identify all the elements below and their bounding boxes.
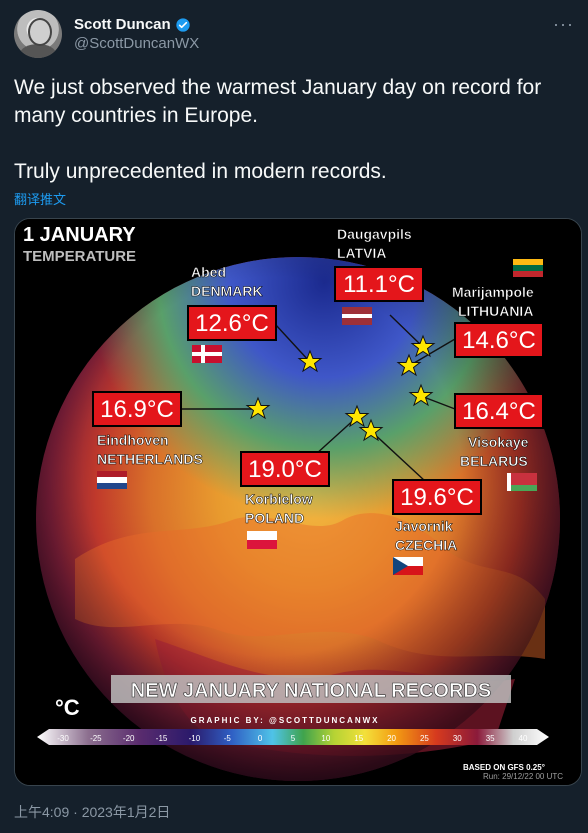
record-belarus-city: Visokaye [468, 434, 529, 450]
star-lithuania [396, 353, 422, 377]
graphic-credit: GRAPHIC BY: @SCOTTDUNCANWX [191, 716, 380, 725]
record-lithuania-box [454, 322, 544, 358]
flag-latvia [342, 307, 372, 325]
scale-tick-label: 40 [519, 734, 528, 743]
flag-belarus [507, 473, 537, 491]
record-netherlands: 16.9°C Eindhoven NETHERLANDS [92, 391, 203, 489]
star-czechia [358, 418, 384, 442]
scale-tick-label: 5 [291, 734, 296, 743]
record-belarus-box [454, 393, 544, 429]
record-czechia-city: Javornik [395, 518, 453, 534]
record-poland-city: Korbielow [245, 491, 313, 507]
star-belarus [408, 383, 434, 407]
record-denmark-country: DENMARK [191, 283, 263, 299]
record-latvia-country: LATVIA [337, 245, 387, 261]
record-denmark-value: 12.6°C [195, 310, 269, 337]
record-latvia-city: Daugavpils [337, 226, 412, 242]
temperature-map: 1 JANUARY TEMPERATURE Abed DENMARK [15, 219, 581, 785]
avatar-shirt [20, 44, 56, 58]
more-options-icon[interactable]: ··· [553, 14, 574, 34]
record-netherlands-value: 16.9°C [100, 396, 174, 423]
scale-tick-label: -5 [224, 734, 232, 743]
leader-lines [180, 314, 456, 482]
record-belarus-country: BELARUS [460, 453, 528, 469]
map-title: 1 JANUARY [23, 224, 136, 246]
scale-tick-label: -25 [90, 734, 102, 743]
record-belarus-value: 16.4°C [462, 398, 536, 425]
star-poland [344, 404, 370, 428]
flag-poland [247, 531, 277, 549]
tweet-text-line1: We just observed the warmest January day… [14, 76, 542, 127]
scale-tick-label: 0 [258, 734, 263, 743]
record-lithuania-value: 14.6°C [462, 327, 536, 354]
record-netherlands-box [92, 391, 182, 427]
scale-tick-label: 15 [354, 734, 363, 743]
records-banner-bg [111, 675, 511, 703]
tweet-media-image[interactable]: 1 JANUARY TEMPERATURE Abed DENMARK [14, 218, 582, 786]
record-latvia-value: 11.1°C [343, 271, 415, 298]
globe-shading [36, 257, 560, 781]
record-czechia: 19.6°C Javornik CZECHIA [392, 479, 482, 575]
scale-tick-label: -15 [156, 734, 168, 743]
record-czechia-box [392, 479, 482, 515]
scale-tick-label: 20 [387, 734, 396, 743]
avatar-face [28, 18, 52, 46]
author-names: Scott Duncan @ScottDuncanWX [74, 16, 199, 52]
flag-netherlands [97, 471, 127, 489]
record-latvia: Daugavpils LATVIA 11.1°C [334, 226, 424, 325]
display-name[interactable]: Scott Duncan [74, 16, 171, 33]
records-banner: NEW JANUARY NATIONAL RECORDS [131, 680, 491, 702]
scale-tick-label: 30 [453, 734, 462, 743]
record-lithuania-city: Marijampole [452, 284, 534, 300]
record-stars [245, 334, 436, 442]
tweet-text: We just observed the warmest January day… [14, 74, 574, 186]
record-netherlands-city: Eindhoven [97, 432, 169, 448]
record-poland-box [240, 451, 330, 487]
record-poland-country: POLAND [245, 510, 304, 526]
scale-tick-label: -30 [57, 734, 69, 743]
display-name-row[interactable]: Scott Duncan [74, 16, 199, 33]
tweet-header: Scott Duncan @ScottDuncanWX [14, 10, 199, 58]
scale-tick-label: 35 [486, 734, 495, 743]
flag-denmark [192, 345, 222, 363]
record-czechia-country: CZECHIA [395, 537, 457, 553]
record-netherlands-country: NETHERLANDS [97, 451, 203, 467]
tweet-text-line2: Truly unprecedented in modern records. [14, 160, 387, 183]
record-denmark-city: Abed [191, 264, 226, 280]
scale-tick-label: 10 [321, 734, 330, 743]
record-belarus: 16.4°C Visokaye BELARUS [454, 393, 544, 491]
user-handle[interactable]: @ScottDuncanWX [74, 35, 200, 52]
flag-lithuania [513, 259, 543, 277]
record-lithuania-country: LITHUANIA [458, 303, 533, 319]
verified-badge-icon [176, 17, 190, 32]
scale-tick-label: 25 [420, 734, 429, 743]
record-poland-value: 19.0°C [248, 456, 322, 483]
translate-tweet-link[interactable]: 翻译推文 [14, 192, 67, 207]
scale-tick-label: -10 [189, 734, 201, 743]
star-latvia [410, 334, 436, 358]
record-lithuania: Marijampole LITHUANIA 14.6°C [452, 259, 544, 358]
star-denmark [297, 349, 323, 373]
record-denmark: Abed DENMARK 12.6°C [187, 264, 277, 363]
star-netherlands [245, 396, 271, 420]
model-run: Run: 29/12/22 00 UTC [483, 772, 563, 781]
scale-tick-labels: -30 -25 -20 -15 -10 -5 0 5 10 15 20 25 30 35 40 [57, 734, 528, 743]
record-czechia-value: 19.6°C [400, 484, 474, 511]
temperature-scale-bar [37, 729, 549, 745]
record-latvia-box [334, 266, 424, 302]
record-denmark-box [187, 305, 277, 341]
flag-czechia [393, 557, 423, 575]
map-subtitle: TEMPERATURE [23, 248, 136, 265]
unit-symbol: °C [55, 695, 80, 720]
tweet-timestamp[interactable]: 上午4:09 · 2023年1月2日 [14, 804, 171, 820]
record-poland: 19.0°C Korbielow POLAND [240, 451, 330, 549]
data-source: BASED ON GFS 0.25° [463, 763, 545, 772]
scale-tick-label: -20 [123, 734, 135, 743]
avatar[interactable] [14, 10, 62, 58]
